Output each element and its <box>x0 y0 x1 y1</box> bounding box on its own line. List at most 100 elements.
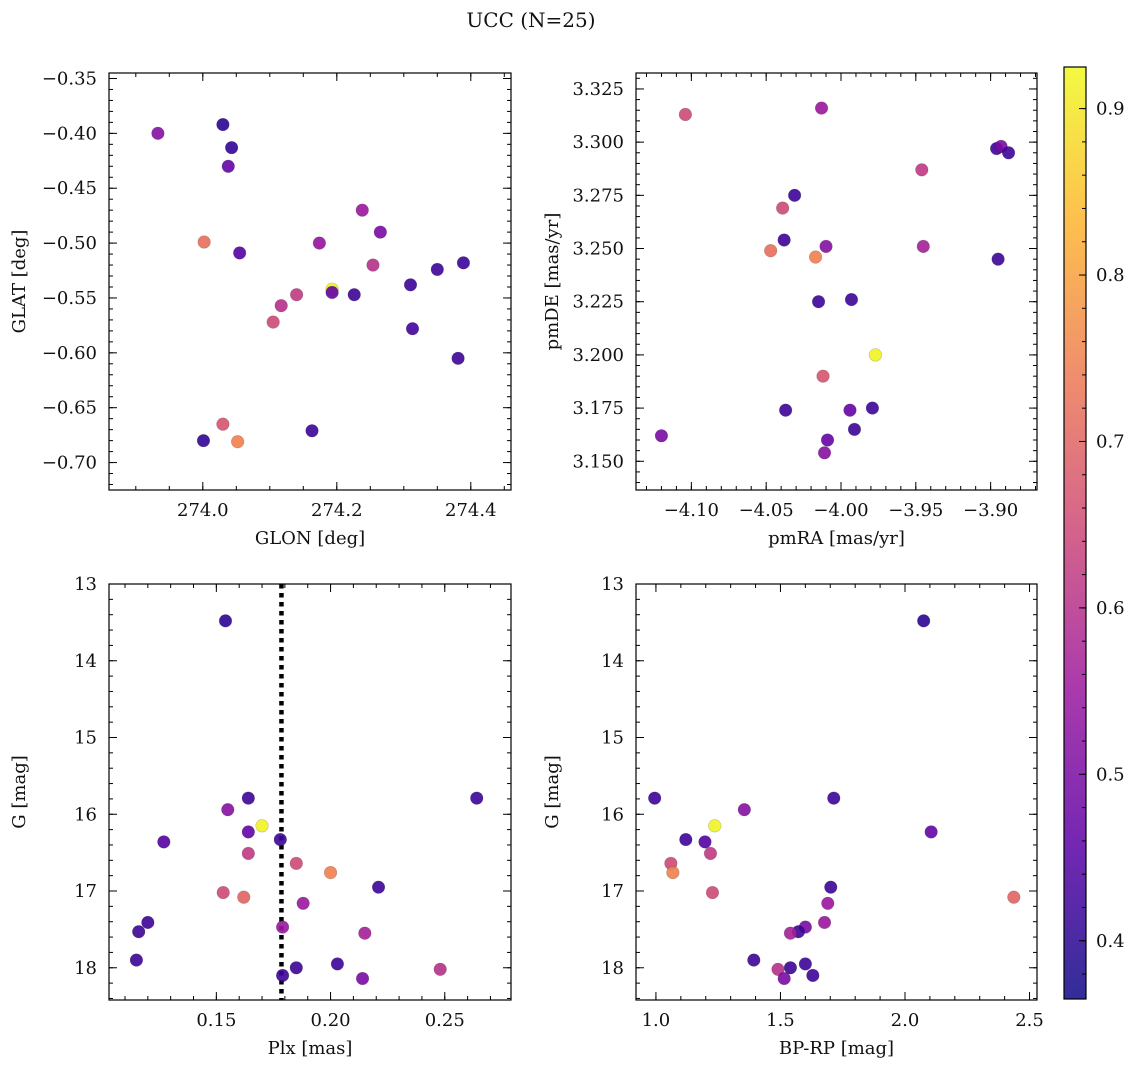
data-point <box>289 856 303 870</box>
x-tick-label: 274.0 <box>177 500 229 521</box>
data-point <box>788 188 802 202</box>
x-tick-label: 1.0 <box>642 1010 671 1031</box>
data-point <box>355 203 369 217</box>
y-tick-label: 3.275 <box>572 185 624 206</box>
y-tick-label: 18 <box>601 958 624 979</box>
y-tick-label: 17 <box>601 881 624 902</box>
data-point <box>747 953 761 967</box>
x-tick-label: −3.90 <box>963 500 1018 521</box>
y-tick-label: −0.60 <box>42 343 97 364</box>
data-point <box>868 348 883 362</box>
colorbar-gradient <box>1063 66 1087 1000</box>
panel-bprp-g: 1.0 1.5 2.0 2.5 13 14 15 16 17 18 BP-RP [mag] G [ma… <box>542 574 1044 1059</box>
data-point <box>225 141 239 155</box>
data-point <box>273 832 287 847</box>
data-point <box>197 235 211 249</box>
y-tick-label: −0.40 <box>42 123 97 144</box>
data-point <box>405 322 420 336</box>
x-tick-label: 274.4 <box>445 500 497 521</box>
y-tick-label: 3.250 <box>572 239 624 260</box>
data-point <box>991 252 1005 266</box>
data-point <box>771 962 785 976</box>
y-tick-label: 3.225 <box>572 292 624 313</box>
data-point <box>430 262 444 277</box>
panel-pmra-pmde: −4.10 −4.05 −4.00 −3.95 −3.90 3.150 3.175 3.200… <box>542 72 1038 549</box>
y-tick-label: −0.65 <box>42 398 97 419</box>
data-point <box>241 791 255 805</box>
data-point <box>433 962 447 976</box>
y-tick-label: −0.45 <box>42 178 97 199</box>
data-point <box>151 126 165 140</box>
data-point <box>196 434 211 448</box>
data-point <box>708 819 722 833</box>
data-point <box>323 865 338 880</box>
y-tick-label: 3.150 <box>572 451 624 472</box>
y-tick-label: 13 <box>601 574 624 595</box>
panel-glon-glat: 274.0 274.2 274.4 −0.35 −0.40 −0.45 −0.50 −0.55… <box>9 68 512 549</box>
data-point <box>847 422 862 436</box>
data-point <box>373 225 387 239</box>
colorbar-tick-label: 0.8 <box>1096 265 1125 286</box>
figure-title: UCC (N=25) <box>466 8 595 32</box>
data-point <box>821 896 835 910</box>
y-tick-label: −0.35 <box>42 68 97 89</box>
data-point <box>779 403 793 417</box>
data-point <box>371 880 386 894</box>
data-point <box>811 295 826 309</box>
data-point <box>221 159 235 173</box>
colorbar-tick-label: 0.4 <box>1096 931 1125 952</box>
x-tick-label: 2.0 <box>891 1010 920 1031</box>
x-axis-label: Plx [mas] <box>268 1038 353 1059</box>
data-point <box>737 803 751 817</box>
axes-frame <box>635 72 1038 491</box>
data-point <box>355 971 370 986</box>
y-tick-label: 14 <box>74 651 97 672</box>
data-point <box>218 614 233 628</box>
data-point <box>819 239 833 253</box>
data-point <box>275 968 290 983</box>
axes-frame <box>108 72 512 491</box>
data-point <box>141 915 155 930</box>
data-point <box>678 107 692 122</box>
data-point <box>817 915 832 930</box>
data-point <box>451 351 465 365</box>
y-axis-label: G [mag] <box>542 755 563 828</box>
data-point <box>216 117 230 132</box>
data-point <box>679 832 693 847</box>
x-axis-label: BP-RP [mag] <box>779 1038 894 1059</box>
data-point <box>654 429 669 443</box>
data-point <box>305 424 319 438</box>
axes-frame <box>635 583 1038 1001</box>
y-tick-label: 18 <box>74 958 97 979</box>
data-point <box>776 201 790 215</box>
data-point <box>255 819 269 833</box>
data-point <box>806 968 820 983</box>
data-point <box>666 865 680 880</box>
data-point <box>312 236 326 250</box>
data-point <box>817 446 832 460</box>
y-axis-label: G [mag] <box>9 755 30 828</box>
x-tick-label: −4.05 <box>739 500 794 521</box>
y-tick-label: 13 <box>74 574 97 595</box>
data-point <box>157 835 171 849</box>
data-point <box>703 846 718 861</box>
x-tick-label: 0.25 <box>425 1010 465 1031</box>
data-point <box>648 791 662 805</box>
colorbar: 0.4 0.5 0.6 0.7 0.8 0.9 <box>1063 66 1125 1000</box>
y-axis-label: GLAT [deg] <box>9 230 30 334</box>
data-point <box>865 401 880 415</box>
y-tick-label: 3.300 <box>572 132 624 153</box>
data-point <box>241 846 255 861</box>
data-point <box>330 957 345 971</box>
x-tick-label: 0.15 <box>196 1010 236 1031</box>
data-point <box>129 953 144 967</box>
panel-plx-g: 0.15 0.20 0.25 13 14 15 16 17 18 Plx [mas] G [mag] <box>9 574 512 1059</box>
y-tick-label: −0.50 <box>42 233 97 254</box>
data-point <box>274 299 288 313</box>
x-tick-label: −4.10 <box>664 500 719 521</box>
data-point <box>347 288 361 302</box>
data-point <box>798 957 812 971</box>
data-point <box>915 163 929 177</box>
data-point <box>216 885 230 900</box>
